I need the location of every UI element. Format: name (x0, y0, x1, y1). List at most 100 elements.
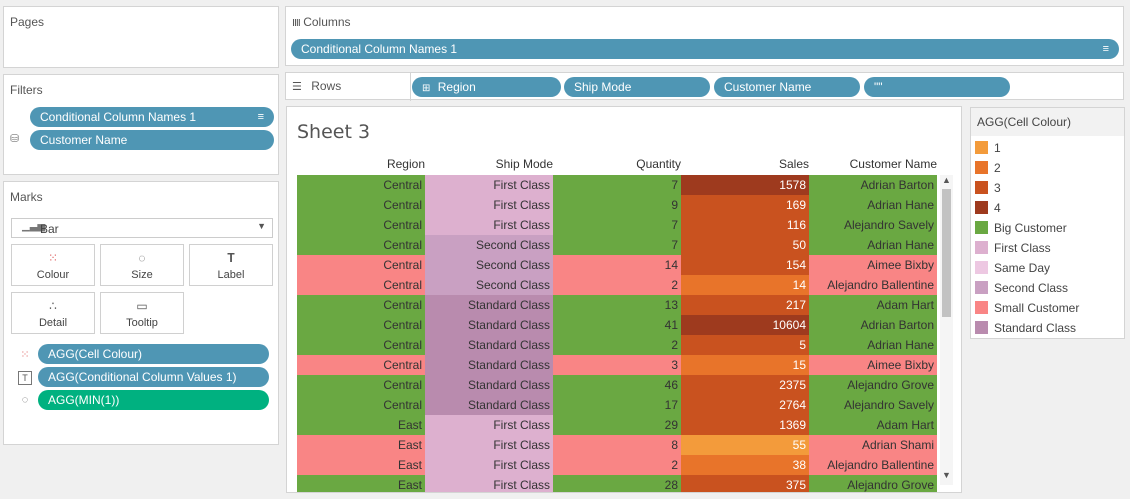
legend-item[interactable]: Big Customer (975, 218, 1067, 238)
cell-ship-mode[interactable]: First Class (425, 195, 553, 215)
cell-sales[interactable]: 1578 (681, 175, 809, 195)
cell-sales[interactable]: 50 (681, 235, 809, 255)
cell-customer-name[interactable]: Adam Hart (809, 295, 937, 315)
cell-customer-name[interactable]: Alejandro Grove (809, 475, 937, 492)
legend-item[interactable]: 1 (975, 138, 1001, 158)
detail-button[interactable]: ∴ Detail (11, 292, 95, 334)
table-row[interactable]: Central First Class 7 116 Alejandro Savely (297, 215, 937, 235)
tooltip-button[interactable]: ▭ Tooltip (100, 292, 184, 334)
legend-item[interactable]: Second Class (975, 278, 1068, 298)
table-row[interactable]: Central Standard Class 2 5 Adrian Hane (297, 335, 937, 355)
cell-quantity[interactable]: 14 (553, 255, 681, 275)
cell-quantity[interactable]: 28 (553, 475, 681, 492)
cell-customer-name[interactable]: Adrian Barton (809, 175, 937, 195)
cell-customer-name[interactable]: Aimee Bixby (809, 255, 937, 275)
cell-ship-mode[interactable]: Second Class (425, 275, 553, 295)
legend-item[interactable]: 3 (975, 178, 1001, 198)
cell-quantity[interactable]: 7 (553, 215, 681, 235)
rows-shelf[interactable]: ☰ Rows ⊞ Region Ship Mode Customer Name … (285, 72, 1124, 101)
table-row[interactable]: Central Standard Class 41 10604 Adrian Barto… (297, 315, 937, 335)
cell-region[interactable]: Central (297, 395, 425, 415)
cell-quantity[interactable]: 2 (553, 275, 681, 295)
cell-customer-name[interactable]: Alejandro Ballentine (809, 275, 937, 295)
cell-ship-mode[interactable]: First Class (425, 175, 553, 195)
cell-sales[interactable]: 2375 (681, 375, 809, 395)
legend-item[interactable]: Standard Class (975, 318, 1076, 338)
vertical-scrollbar[interactable]: ▲ ▼ (940, 175, 953, 485)
cell-region[interactable]: East (297, 455, 425, 475)
legend-item[interactable]: 2 (975, 158, 1001, 178)
cell-quantity[interactable]: 3 (553, 355, 681, 375)
cell-sales[interactable]: 154 (681, 255, 809, 275)
cell-quantity[interactable]: 29 (553, 415, 681, 435)
cell-region[interactable]: East (297, 415, 425, 435)
filter-pill-customer-name[interactable]: Customer Name (30, 130, 274, 150)
cell-sales[interactable]: 1369 (681, 415, 809, 435)
cell-ship-mode[interactable]: Standard Class (425, 395, 553, 415)
cell-sales[interactable]: 217 (681, 295, 809, 315)
cell-customer-name[interactable]: Adrian Shami (809, 435, 937, 455)
cell-region[interactable]: Central (297, 235, 425, 255)
cell-quantity[interactable]: 46 (553, 375, 681, 395)
cell-customer-name[interactable]: Adrian Hane (809, 235, 937, 255)
cell-region[interactable]: Central (297, 295, 425, 315)
cell-sales[interactable]: 375 (681, 475, 809, 492)
cell-customer-name[interactable]: Alejandro Savely (809, 395, 937, 415)
label-button[interactable]: 𝐓 Label (189, 244, 273, 286)
header-sales[interactable]: Sales (778, 157, 809, 171)
cell-customer-name[interactable]: Adrian Barton (809, 315, 937, 335)
cell-quantity[interactable]: 7 (553, 175, 681, 195)
cell-customer-name[interactable]: Aimee Bixby (809, 355, 937, 375)
cell-region[interactable]: Central (297, 335, 425, 355)
table-row[interactable]: Central Second Class 2 14 Alejandro Ballenti… (297, 275, 937, 295)
scrollbar-thumb[interactable] (942, 189, 951, 317)
legend-item[interactable]: First Class (975, 238, 1051, 258)
filter-pill-conditional-column[interactable]: Conditional Column Names 1 ≡ (30, 107, 274, 127)
cell-region[interactable]: East (297, 475, 425, 492)
cell-sales[interactable]: 116 (681, 215, 809, 235)
cell-customer-name[interactable]: Alejandro Savely (809, 215, 937, 235)
table-row[interactable]: Central Standard Class 46 2375 Alejandro Gro… (297, 375, 937, 395)
cell-region[interactable]: Central (297, 215, 425, 235)
table-row[interactable]: Central Second Class 7 50 Adrian Hane (297, 235, 937, 255)
cell-sales[interactable]: 15 (681, 355, 809, 375)
cell-customer-name[interactable]: Adam Hart (809, 415, 937, 435)
size-button[interactable]: ◌ Size (100, 244, 184, 286)
cell-customer-name[interactable]: Alejandro Ballentine (809, 455, 937, 475)
table-row[interactable]: East First Class 8 55 Adrian Shami (297, 435, 937, 455)
cell-region[interactable]: Central (297, 275, 425, 295)
cell-ship-mode[interactable]: Second Class (425, 235, 553, 255)
cell-sales[interactable]: 38 (681, 455, 809, 475)
cell-sales[interactable]: 169 (681, 195, 809, 215)
cell-sales[interactable]: 2764 (681, 395, 809, 415)
cell-ship-mode[interactable]: First Class (425, 455, 553, 475)
mark-type-select[interactable]: ▁▃▅ Bar ▼ (11, 218, 273, 238)
header-ship-mode[interactable]: Ship Mode (495, 157, 553, 171)
cell-region[interactable]: Central (297, 175, 425, 195)
cell-quantity[interactable]: 41 (553, 315, 681, 335)
mark-field-conditional-values[interactable]: AGG(Conditional Column Values 1) (38, 367, 269, 387)
cell-region[interactable]: Central (297, 195, 425, 215)
cell-ship-mode[interactable]: Standard Class (425, 295, 553, 315)
cell-customer-name[interactable]: Alejandro Grove (809, 375, 937, 395)
legend-item[interactable]: Same Day (975, 258, 1050, 278)
table-row[interactable]: East First Class 28 375 Alejandro Grove (297, 475, 937, 492)
cell-region[interactable]: Central (297, 255, 425, 275)
cell-ship-mode[interactable]: First Class (425, 215, 553, 235)
cell-customer-name[interactable]: Adrian Hane (809, 335, 937, 355)
cell-sales[interactable]: 55 (681, 435, 809, 455)
table-row[interactable]: Central Standard Class 13 217 Adam Hart (297, 295, 937, 315)
header-quantity[interactable]: Quantity (636, 157, 681, 171)
cell-region[interactable]: Central (297, 375, 425, 395)
cell-quantity[interactable]: 9 (553, 195, 681, 215)
legend-item[interactable]: 4 (975, 198, 1001, 218)
cell-ship-mode[interactable]: First Class (425, 415, 553, 435)
rows-pill-region[interactable]: ⊞ Region (412, 77, 561, 97)
table-row[interactable]: East First Class 29 1369 Adam Hart (297, 415, 937, 435)
cell-ship-mode[interactable]: Second Class (425, 255, 553, 275)
rows-pill-empty-string[interactable]: "" (864, 77, 1010, 97)
cell-ship-mode[interactable]: Standard Class (425, 315, 553, 335)
cell-quantity[interactable]: 7 (553, 235, 681, 255)
cell-quantity[interactable]: 2 (553, 455, 681, 475)
cell-region[interactable]: Central (297, 315, 425, 335)
